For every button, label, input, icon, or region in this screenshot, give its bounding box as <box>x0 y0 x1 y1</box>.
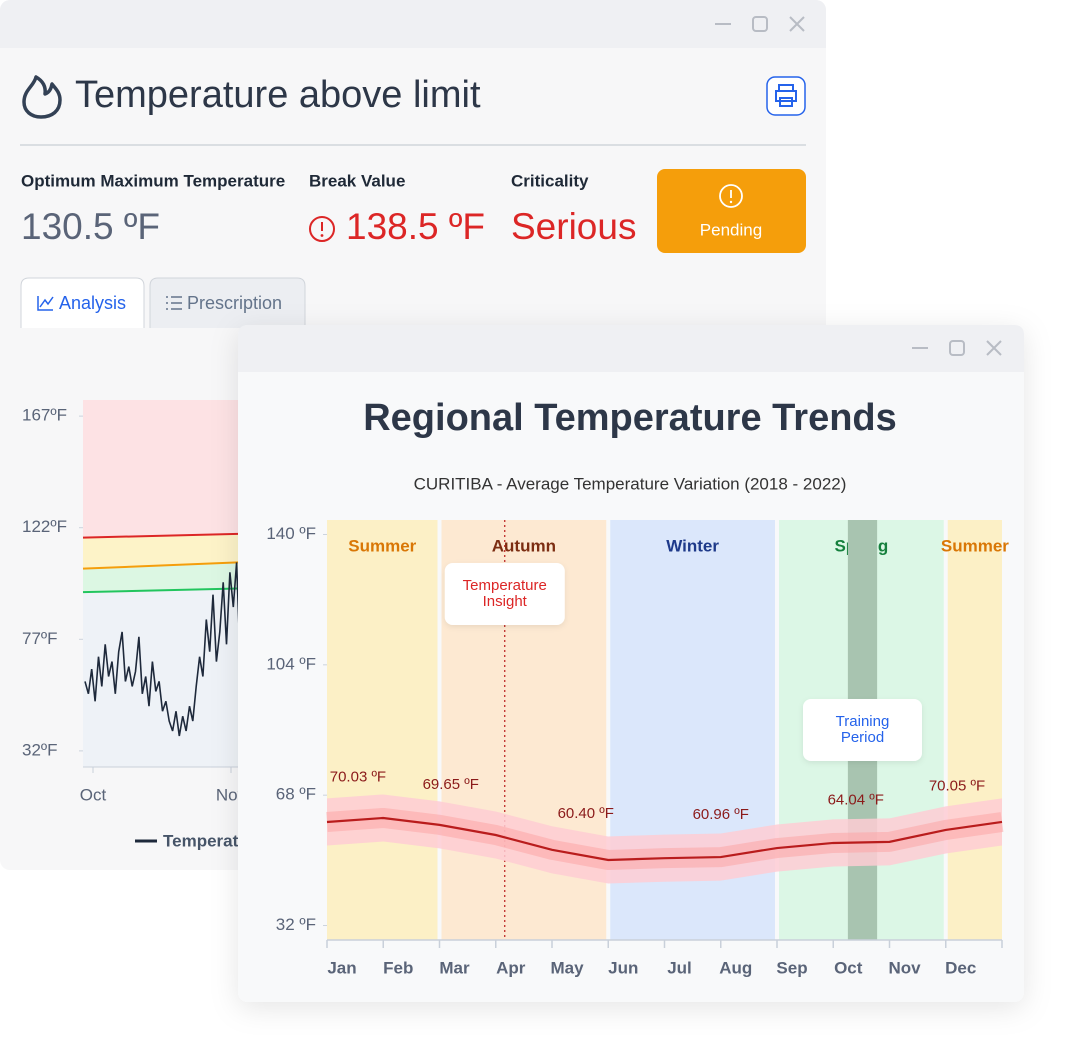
season-label: Summer <box>348 536 416 555</box>
x-tick-label: May <box>550 958 584 977</box>
x-tick-label: Jul <box>667 958 692 977</box>
y-tick-label: 32 ºF <box>276 915 316 934</box>
limit-zone <box>83 400 238 538</box>
status-icon <box>719 184 743 208</box>
range-band <box>327 794 1002 884</box>
front-window: Regional Temperature Trends CURITIBA - A… <box>238 325 1024 1002</box>
x-tick-label: Jun <box>608 958 638 977</box>
print-icon <box>775 84 797 107</box>
y-tick-label: 77ºF <box>22 629 58 648</box>
tooltip-label: Temperature Insight <box>463 577 547 610</box>
x-tick-label: Oct <box>80 785 107 804</box>
maximize[interactable] <box>752 16 768 32</box>
x-tick-label: Jan <box>327 958 356 977</box>
flame-icon <box>22 75 62 119</box>
y-tick-label: 167ºF <box>22 406 67 425</box>
x-tick-label: Sep <box>776 958 807 977</box>
tab-active[interactable] <box>20 277 145 328</box>
title-bar <box>238 325 1024 372</box>
value-annotation: 70.03 ºF <box>330 769 386 786</box>
alert-icon <box>309 216 335 242</box>
tab-label[interactable]: Prescription <box>187 293 282 313</box>
threshold-line <box>82 587 239 594</box>
value-annotation: 60.40 ºF <box>558 805 614 822</box>
field-value: 130.5 ºF <box>21 206 160 247</box>
tooltip-box <box>444 563 565 625</box>
print-button[interactable] <box>766 76 806 116</box>
threshold-line <box>82 561 239 570</box>
season-label: Summer <box>941 536 1009 555</box>
y-tick-label: 104 ºF <box>266 654 316 673</box>
chart-subtitle: CURITIBA - Average Temperature Variation… <box>414 474 847 493</box>
tab-label[interactable]: Analysis <box>59 293 126 313</box>
maximize[interactable] <box>949 340 965 356</box>
season-label: Autumn <box>492 536 556 555</box>
x-tick-label: Nov <box>888 958 921 977</box>
value-annotation: 69.65 ºF <box>423 776 479 793</box>
status-text: Pending <box>700 220 762 239</box>
y-tick-label: 32ºF <box>22 740 58 759</box>
y-tick-label: 140 ºF <box>266 524 316 543</box>
x-tick-label: Aug <box>719 958 752 977</box>
x-tick-label: Mar <box>439 958 470 977</box>
x-tick-label: Oct <box>834 958 863 977</box>
close[interactable] <box>986 340 1002 356</box>
window-title: Temperature above limit <box>75 74 481 116</box>
x-tick-label: Apr <box>496 958 526 977</box>
tooltip-label: Training Period <box>836 713 890 746</box>
x-tick-label: Dec <box>945 958 976 977</box>
season-band <box>327 520 438 940</box>
field-label: Break Value <box>309 171 405 190</box>
field-label: Criticality <box>511 171 589 190</box>
optimum-zone <box>83 562 238 593</box>
tab[interactable] <box>149 277 306 328</box>
list-icon <box>166 296 182 310</box>
chart-title: Regional Temperature Trends <box>363 397 897 439</box>
threshold-line <box>82 532 239 539</box>
field-label: Optimum Maximum Temperature <box>21 171 285 190</box>
value-annotation: 60.96 ºF <box>693 806 749 823</box>
close[interactable] <box>789 16 805 32</box>
season-band <box>947 520 1002 940</box>
field-value: Serious <box>511 206 636 247</box>
alert-icon-dot <box>320 234 324 237</box>
temperature-line <box>84 562 241 737</box>
title-bar <box>0 0 826 48</box>
y-tick-label: 122ºF <box>22 517 67 536</box>
field-value: 138.5 ºF <box>346 206 485 247</box>
y-tick-label: 68 ºF <box>276 785 316 804</box>
trend-line <box>326 816 1003 862</box>
value-annotation: 64.04 ºF <box>828 791 884 808</box>
status-icon-dot <box>729 200 733 204</box>
status-button[interactable] <box>657 169 806 253</box>
tooltip-box <box>803 699 922 761</box>
x-tick-label: Feb <box>383 958 413 977</box>
warning-zone <box>83 533 238 569</box>
analysis-icon <box>37 296 54 311</box>
value-annotation: 70.05 ºF <box>929 777 985 794</box>
season-label: Winter <box>666 536 719 555</box>
